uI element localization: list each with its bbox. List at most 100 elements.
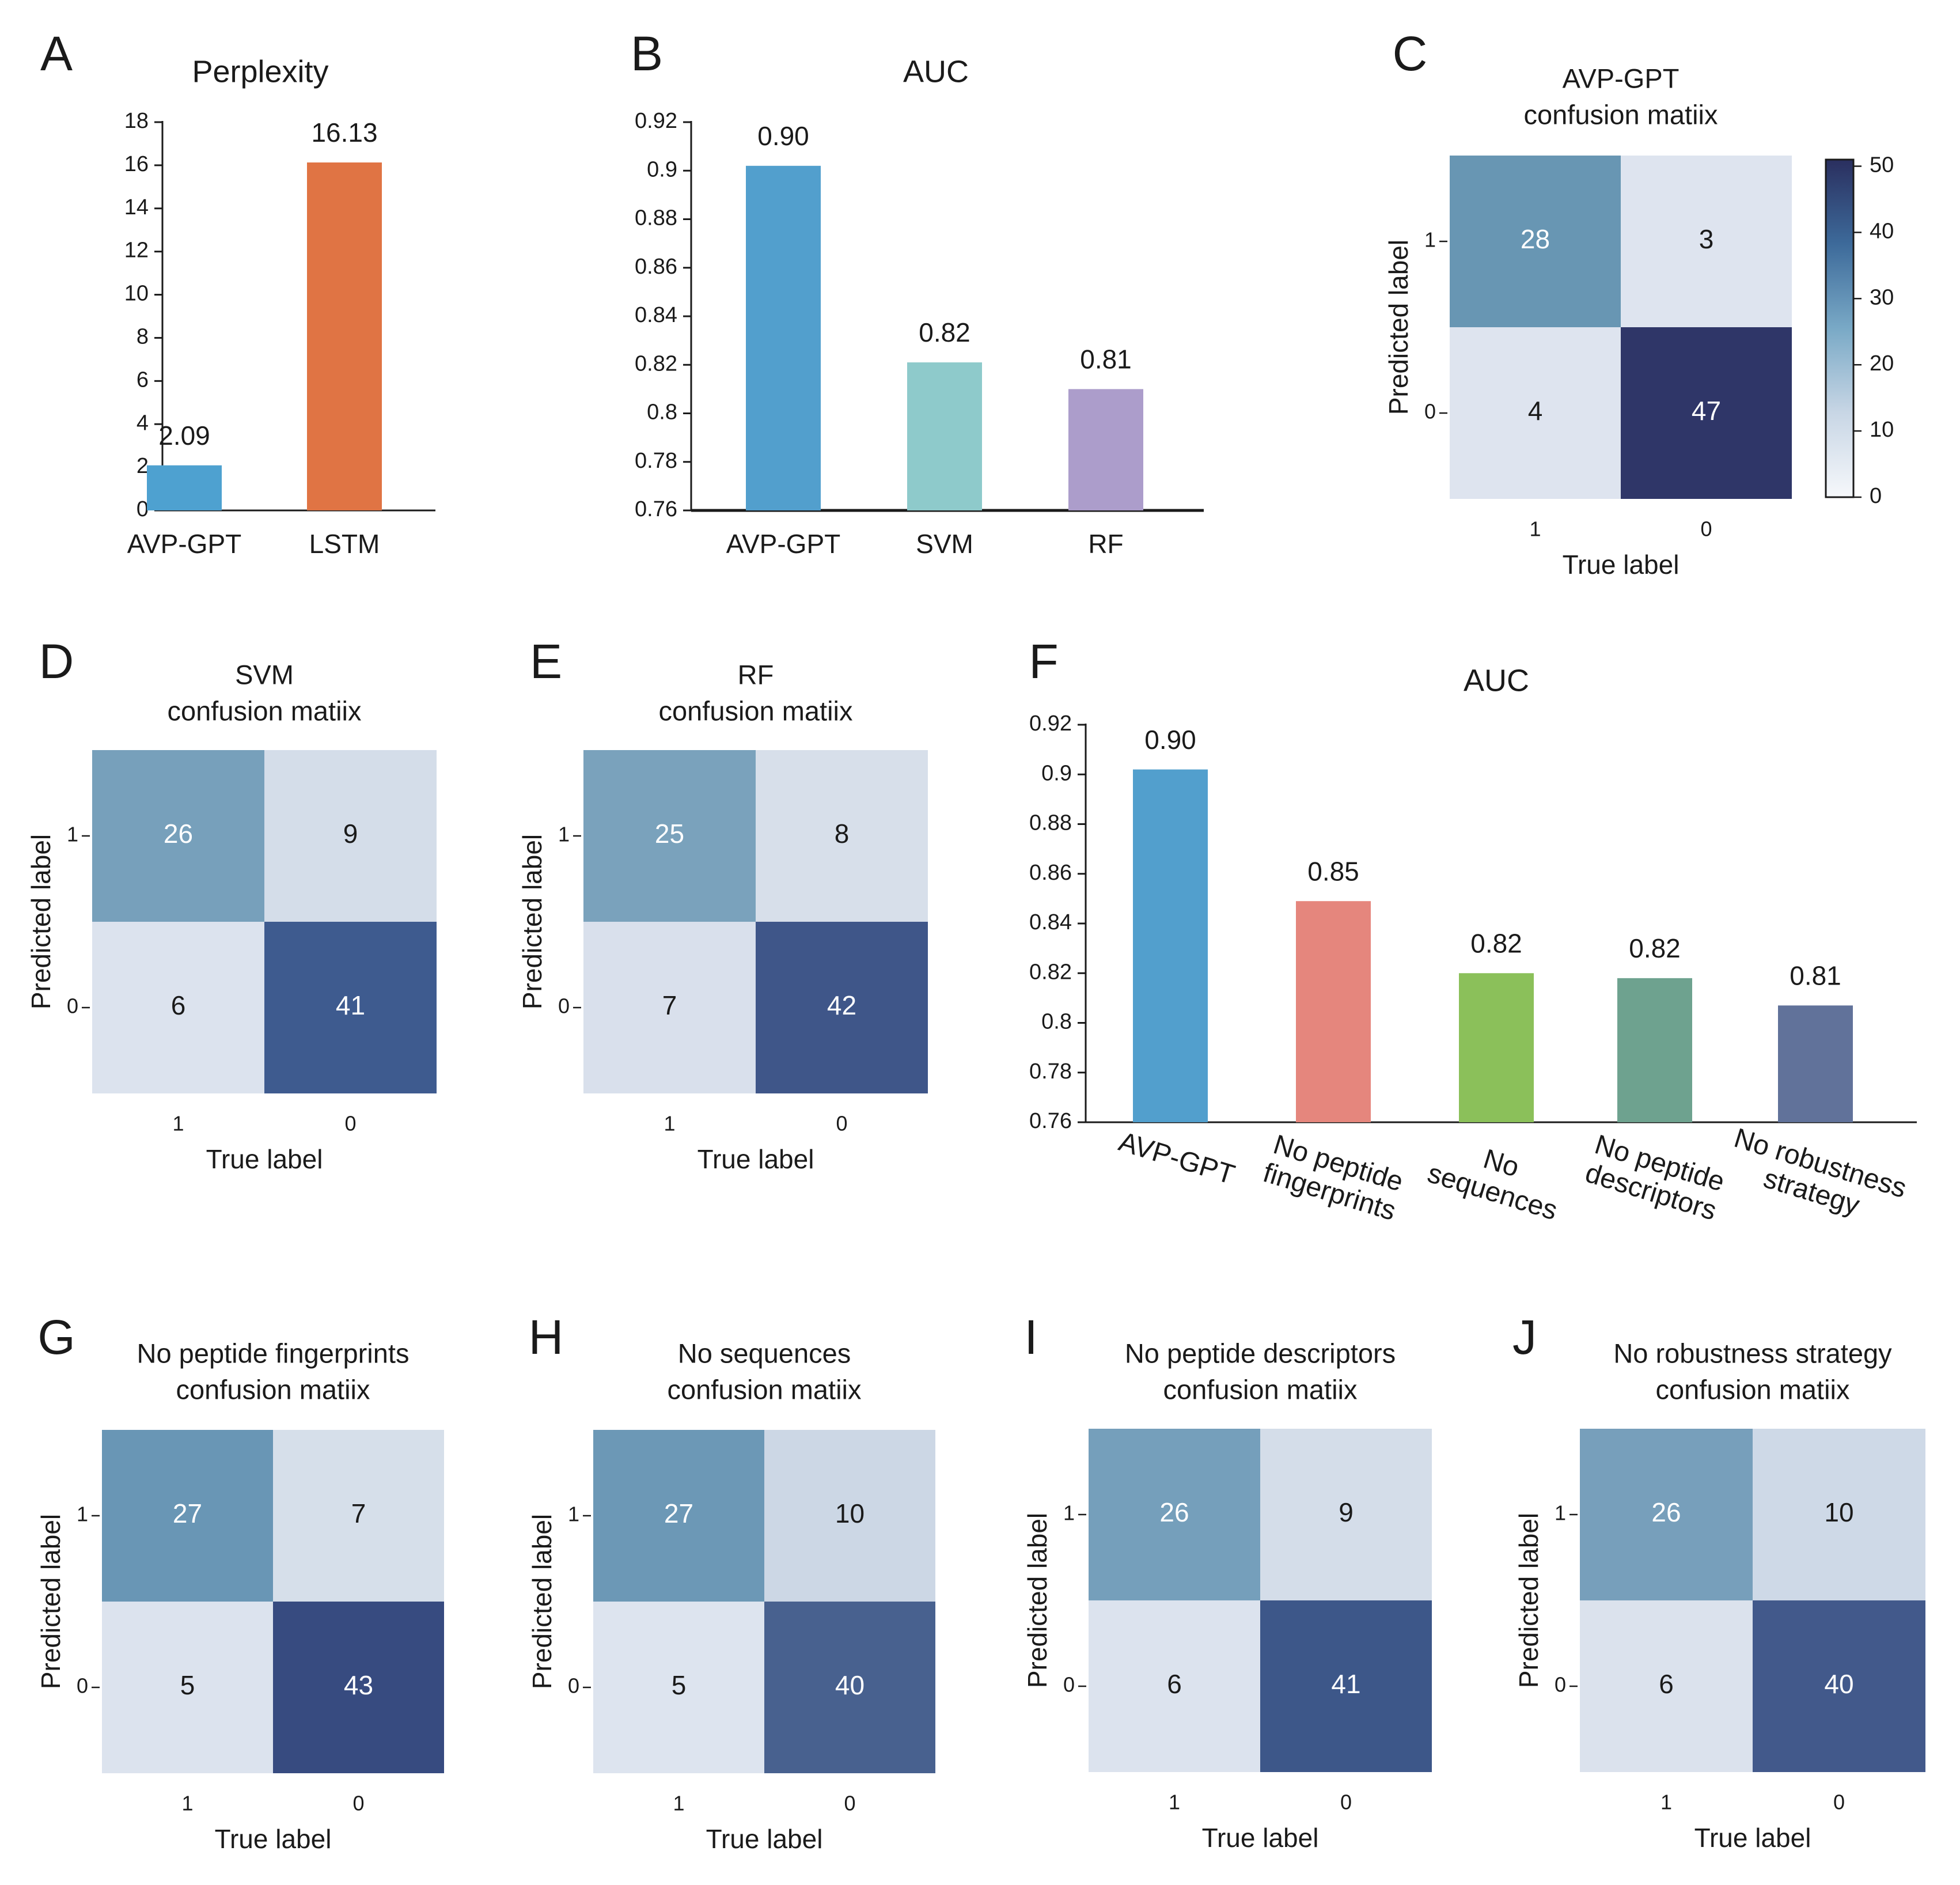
y-tick-label: 6 xyxy=(137,368,149,392)
x-tick-label: 1 xyxy=(1529,517,1541,541)
x-tick-label: 0 xyxy=(844,1792,855,1815)
heatmap-cell-value: 7 xyxy=(662,990,677,1020)
heatmap-cell xyxy=(593,1430,764,1602)
heatmap-cell-value: 25 xyxy=(655,819,684,849)
y-tick-label: 1 xyxy=(77,1502,88,1526)
panel-b-bar-chart: B AUC 0.76 0.78 0.8 0.82 0.84 0.86 0.88 0.9 0.92 0.… xyxy=(631,27,1204,559)
y-tick-label: 2 xyxy=(137,454,149,478)
x-axis-label: True label xyxy=(1694,1823,1811,1853)
heatmap-cell-value: 9 xyxy=(1339,1497,1354,1527)
heatmap-cell-value: 28 xyxy=(1521,224,1550,254)
heatmap-cell xyxy=(102,1430,273,1602)
chart-title: Perplexity xyxy=(192,54,328,89)
heatmap-cell xyxy=(273,1430,444,1602)
panel-j-confusion-matrix: J No robustness strategy confusion matiix 2… xyxy=(1512,1310,1925,1853)
y-tick-label: 18 xyxy=(124,109,149,133)
y-tick-label: 0.88 xyxy=(1029,811,1072,835)
y-tick-label: 1 xyxy=(568,1502,579,1526)
y-tick-label: 0 xyxy=(1063,1673,1075,1697)
panel-letter-e: E xyxy=(530,634,562,688)
panel-letter-g: G xyxy=(37,1310,75,1364)
panel-letter-d: D xyxy=(39,634,74,688)
heatmap-cell xyxy=(1260,1429,1432,1600)
heatmap-cell-value: 41 xyxy=(336,990,365,1020)
chart-title-line: confusion matiix xyxy=(1656,1374,1850,1405)
chart-title-line: confusion matiix xyxy=(176,1374,370,1405)
heatmap-cell-value: 27 xyxy=(664,1498,693,1528)
heatmap-cell xyxy=(1580,1429,1753,1600)
y-tick-label: 1 xyxy=(558,823,570,846)
chart-title-line: AVP-GPT xyxy=(1563,63,1680,93)
colorbar-tick-label: 40 xyxy=(1870,219,1894,243)
chart-title-line: No peptide fingerprints xyxy=(137,1338,410,1368)
panel-d-confusion-matrix: D SVM confusion matiix 26 9 6 41 1 0 1 0 True label… xyxy=(26,634,437,1174)
y-tick-label: 0.78 xyxy=(635,449,677,473)
heatmap-cell-value: 42 xyxy=(827,990,856,1020)
x-tick-label: 0 xyxy=(344,1112,356,1135)
y-tick-label: 0.78 xyxy=(1029,1059,1072,1084)
bar-value-label: 2.09 xyxy=(158,421,210,451)
heatmap-cell xyxy=(102,1602,273,1773)
bar-no-sequences xyxy=(1459,973,1534,1122)
heatmap-cell xyxy=(1450,327,1621,499)
heatmap-cell xyxy=(273,1602,444,1773)
colorbar xyxy=(1825,158,1855,498)
y-tick-label: 0.84 xyxy=(1029,910,1072,934)
y-tick-label: 0.86 xyxy=(1029,861,1072,885)
x-tick-label: 1 xyxy=(1169,1791,1180,1814)
x-tick-label: 0 xyxy=(836,1112,847,1135)
y-tick-label: 8 xyxy=(137,324,149,349)
colorbar-tick-label: 0 xyxy=(1870,484,1882,508)
y-tick-label: 0.92 xyxy=(1029,711,1072,736)
chart-title: AUC xyxy=(903,54,969,89)
heatmap-cell-value: 41 xyxy=(1331,1669,1360,1699)
panel-letter-h: H xyxy=(529,1310,564,1364)
y-tick-label: 0.82 xyxy=(1029,960,1072,984)
chart-title-line: No sequences xyxy=(678,1338,851,1368)
panel-letter-c: C xyxy=(1393,27,1428,81)
heatmap-cell-value: 7 xyxy=(351,1498,366,1528)
colorbar-tick-label: 50 xyxy=(1870,153,1894,177)
y-tick-label: 0 xyxy=(558,994,570,1018)
heatmap-cell xyxy=(583,750,756,922)
heatmap-cell xyxy=(756,750,928,922)
chart-title: AUC xyxy=(1464,663,1529,698)
heatmap-cell-value: 5 xyxy=(672,1670,687,1700)
panel-letter-j: J xyxy=(1512,1310,1537,1364)
y-axis-label: Predicted label xyxy=(1022,1513,1052,1688)
bar-no-peptide-descriptors xyxy=(1617,978,1692,1122)
bar-no-robustness-strategy xyxy=(1778,1005,1853,1122)
bar-value-label: 0.85 xyxy=(1307,856,1359,886)
heatmap-cell-value: 4 xyxy=(1528,396,1543,426)
heatmap-cell xyxy=(756,922,928,1093)
y-tick-label: 14 xyxy=(124,195,149,219)
y-tick-label: 0.92 xyxy=(635,109,677,133)
panel-e-confusion-matrix: E RF confusion matiix 25 8 7 42 1 0 1 0 True label P… xyxy=(517,634,928,1174)
x-axis-label: True label xyxy=(1202,1823,1319,1853)
heatmap-cell xyxy=(764,1602,935,1773)
heatmap-cell xyxy=(1450,156,1621,327)
panel-f-bar-chart: F AUC 0.76 0.78 0.8 0.82 0.84 0.86 0.88 0.9 0.92 0.… xyxy=(1029,634,1917,1227)
chart-title-line: confusion matiix xyxy=(668,1374,862,1405)
heatmap-cell-value: 43 xyxy=(344,1670,373,1700)
y-tick-label: 0.82 xyxy=(635,351,677,376)
heatmap-cell-value: 26 xyxy=(1159,1497,1189,1527)
colorbar-tick-label: 20 xyxy=(1870,351,1894,376)
x-tick-label: 1 xyxy=(673,1792,684,1815)
chart-title-line: No robustness strategy xyxy=(1613,1338,1892,1368)
x-tick-label: 0 xyxy=(1833,1791,1845,1814)
heatmap-cell xyxy=(264,922,437,1093)
x-axis-label: True label xyxy=(215,1824,332,1854)
bar-no-peptide-fingerprints xyxy=(1296,901,1371,1122)
y-tick-label: 4 xyxy=(137,411,149,435)
chart-title-line: confusion matiix xyxy=(1163,1374,1358,1405)
bar-value-label: 0.81 xyxy=(1080,345,1132,374)
bar-value-label: 0.90 xyxy=(757,121,809,151)
y-tick-label: 12 xyxy=(124,239,149,263)
heatmap-cell-value: 27 xyxy=(173,1498,202,1528)
x-category-label: AVP-GPT xyxy=(127,529,242,559)
heatmap-cell-value: 40 xyxy=(835,1670,865,1700)
heatmap-cell-value: 26 xyxy=(1651,1497,1681,1527)
x-axis-label: True label xyxy=(1563,550,1680,580)
